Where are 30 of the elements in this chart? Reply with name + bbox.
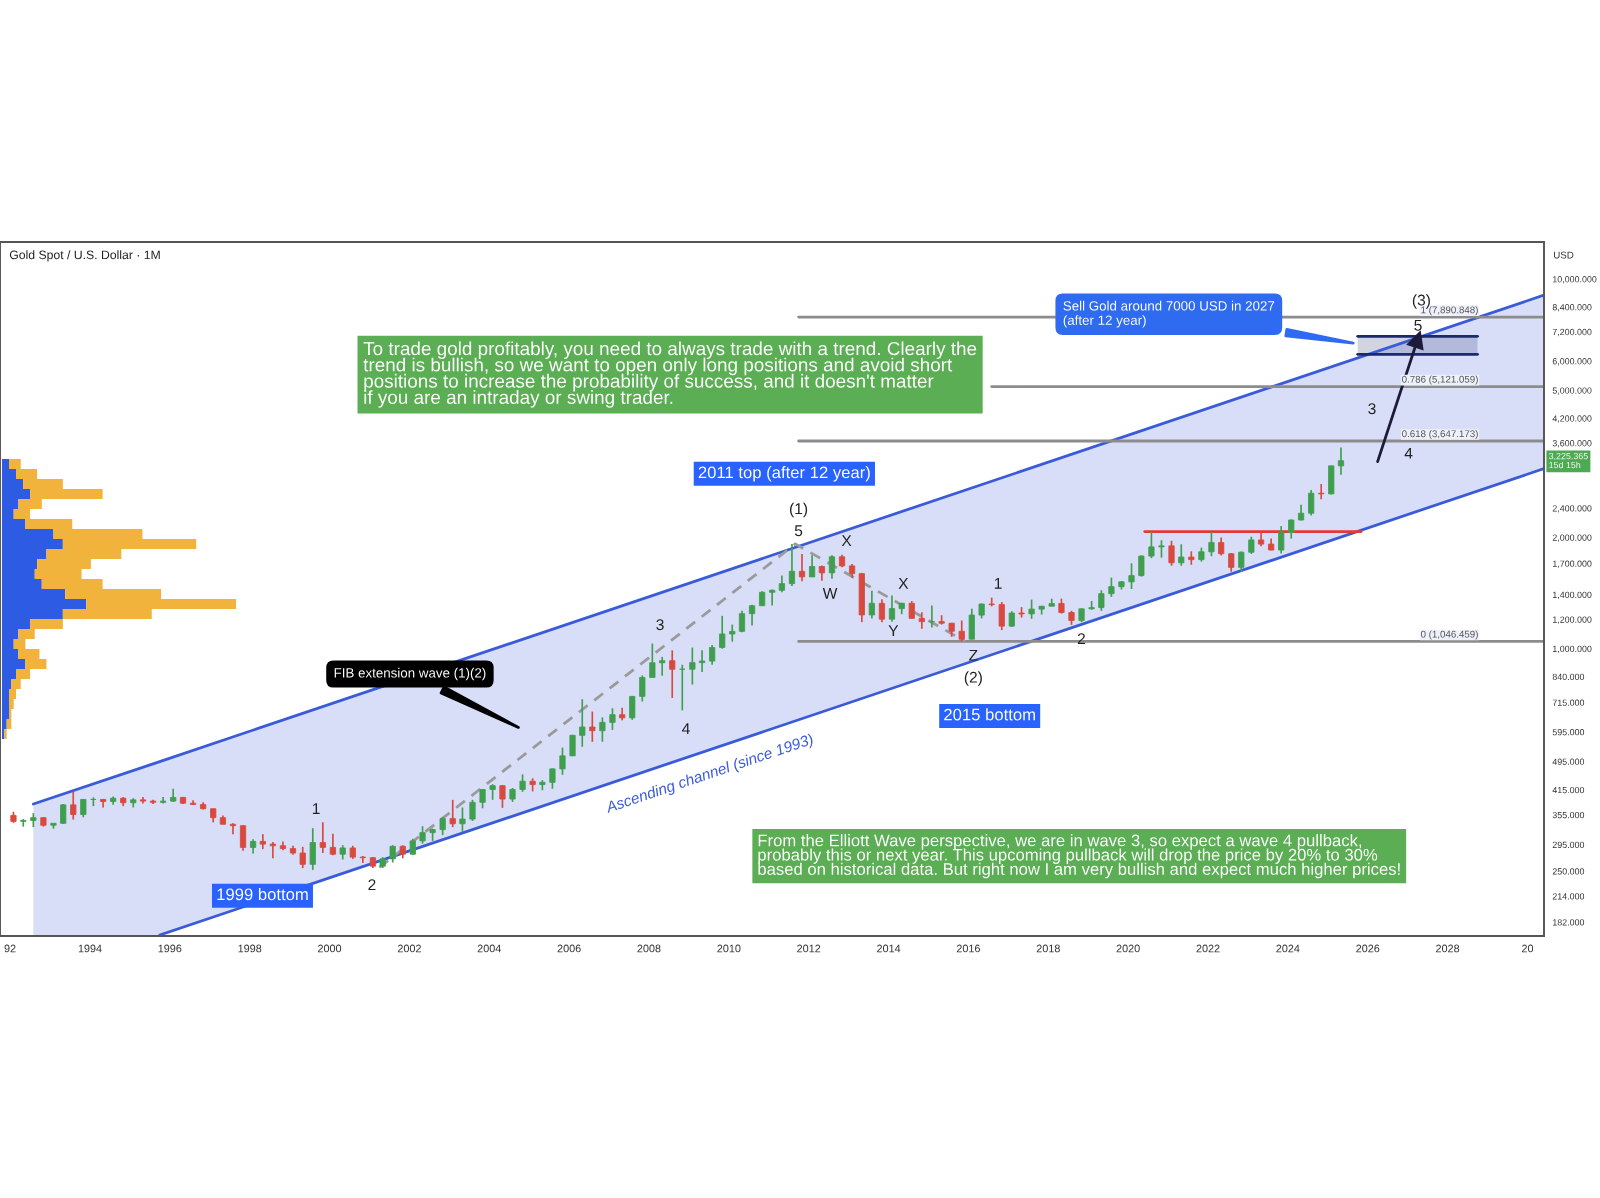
candlestick — [1188, 550, 1195, 566]
candlestick — [229, 822, 237, 835]
candlestick — [868, 590, 875, 620]
annotation: 2011 top (after 12 year) — [698, 466, 870, 482]
annotation: 2015 bottom — [944, 708, 1035, 721]
candlestick — [798, 553, 806, 583]
candlestick — [309, 827, 316, 871]
candlestick — [1308, 489, 1315, 517]
candlestick — [788, 543, 796, 587]
annotation: From the Elliott Wave perspective, we are in wave 3, so expect a wave 4 pullback, probably this or next year. This upcoming pullback will drop the price by 20% to 30% based on historical data. But right now I am very bullish and expect much higher prices! — [758, 834, 1400, 879]
candlestick — [709, 644, 716, 666]
candlestick — [1178, 543, 1185, 567]
candlestick — [808, 554, 816, 578]
candlestick — [70, 790, 77, 821]
candlestick — [80, 798, 87, 819]
candlestick — [239, 824, 247, 852]
annotation: 1999 bottom — [217, 887, 308, 901]
candlestick — [1168, 539, 1175, 567]
candlestick — [669, 649, 676, 699]
candlestick — [589, 710, 596, 743]
candlestick — [918, 611, 925, 630]
candlestick — [769, 588, 776, 607]
candlestick — [449, 799, 456, 828]
candlestick — [1318, 483, 1325, 501]
candlestick — [269, 841, 276, 860]
annotation: To trade gold profitably, you need to always trade with a trend. Clearly the trend is bullish, so we want to open only long positions and avoid short positions to increase the probability of success, and it doesn't matter if you are an intraday or swing trader. — [363, 341, 977, 408]
candlestick — [828, 554, 836, 580]
candlestick — [878, 598, 886, 623]
candlestick — [319, 821, 326, 854]
candlestick — [1228, 552, 1235, 573]
